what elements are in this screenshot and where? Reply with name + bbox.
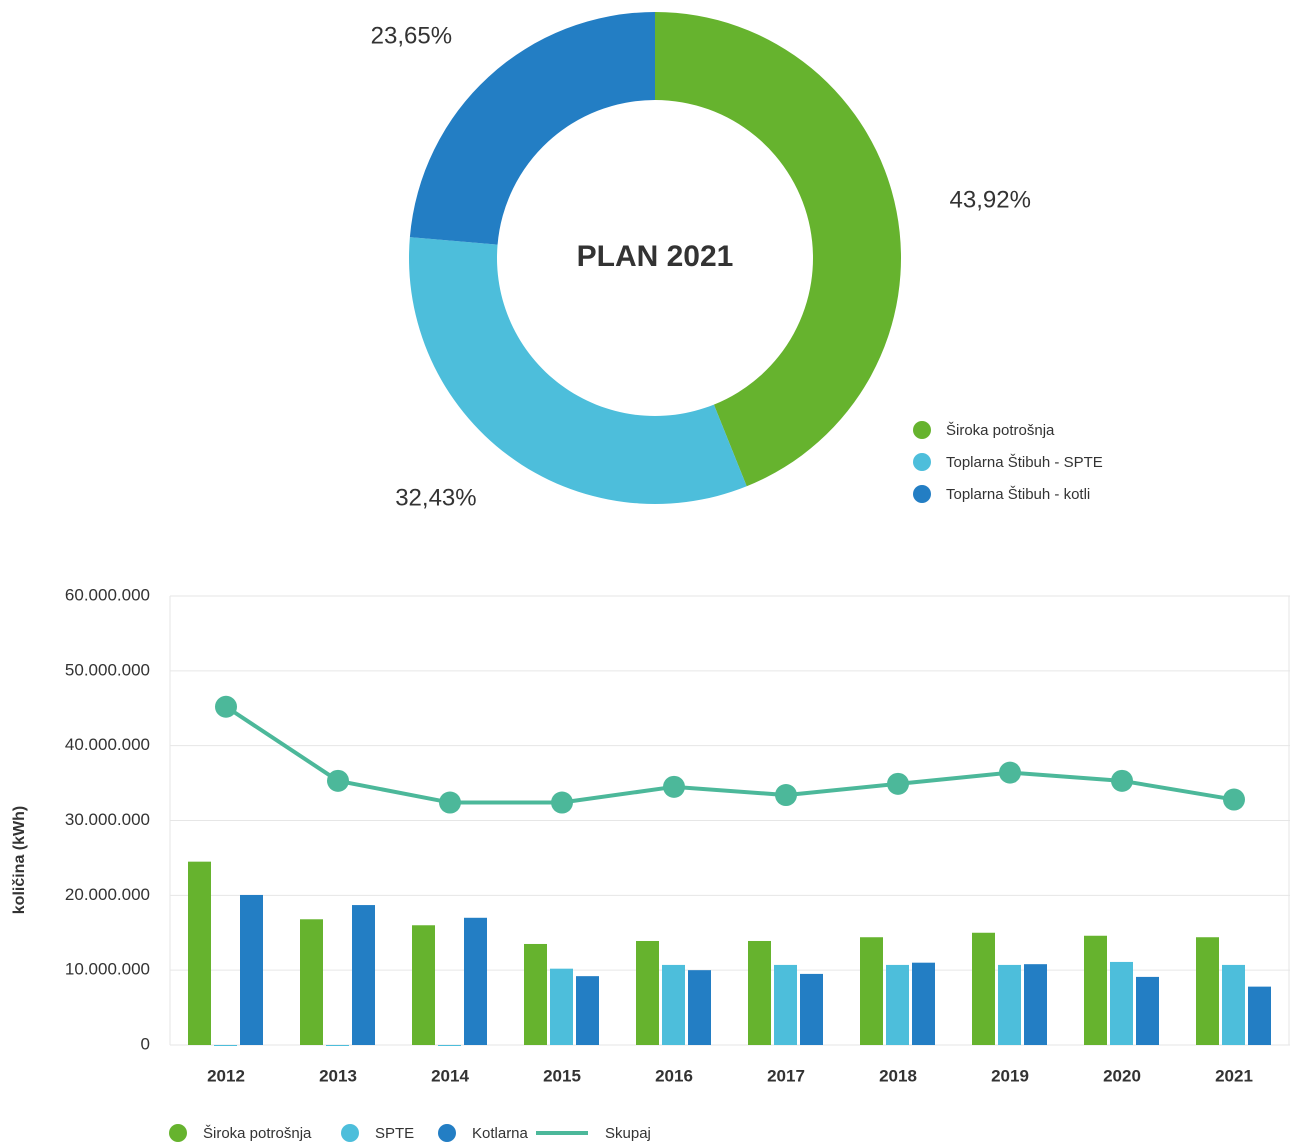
bar [800,973,823,1045]
bar [1024,964,1047,1045]
bar [688,970,711,1045]
legend-marker [169,1124,187,1142]
bar [1110,961,1133,1045]
x-tick-label: 2021 [1215,1066,1253,1085]
legend-label: Skupaj [605,1125,651,1142]
bar [464,917,487,1045]
bar [1084,935,1107,1045]
bar [998,964,1021,1045]
y-tick-label: 40.000.000 [65,735,150,754]
line-point [1111,769,1133,792]
bar [972,932,995,1045]
y-tick-label: 10.000.000 [65,960,150,979]
bar [300,919,323,1045]
line-point [663,775,685,798]
bar [412,925,435,1045]
bar [550,968,573,1045]
x-tick-label: 2012 [207,1066,245,1085]
legend-marker [438,1124,456,1142]
bar [352,905,375,1045]
line-point [999,761,1021,784]
bar [188,861,211,1045]
y-tick-label: 0 [141,1034,150,1053]
bar [774,964,797,1045]
bar [1248,986,1271,1045]
bar [576,976,599,1045]
chart-title: PLAN 2021 [577,240,734,273]
bar [438,1045,461,1046]
bar [860,937,883,1045]
bar [886,964,909,1045]
x-tick-label: 2017 [767,1066,805,1085]
line-point [1223,788,1245,811]
legend-label: SPTE [375,1125,414,1142]
bar [524,943,547,1045]
data-label: 23,65% [371,22,452,49]
x-tick-label: 2014 [431,1066,469,1085]
x-tick-label: 2015 [543,1066,581,1085]
line-point [551,791,573,814]
donut-slice [655,12,902,487]
x-tick-label: 2020 [1103,1066,1141,1085]
data-label: 43,92% [950,186,1031,213]
legend-marker [913,453,931,471]
donut-slice [409,12,655,245]
x-tick-label: 2019 [991,1066,1029,1085]
legend-label: Široka potrošnja [946,422,1055,439]
bar [1222,964,1245,1045]
legend-marker [341,1124,359,1142]
line-point [887,772,909,795]
line-point [215,695,237,718]
line-point [327,769,349,792]
bar [1196,937,1219,1045]
donut-slice [409,237,747,504]
y-tick-label: 60.000.000 [65,585,150,604]
bar [1136,976,1159,1045]
data-label: 32,43% [395,485,476,512]
legend-marker [913,421,931,439]
y-tick-label: 20.000.000 [65,885,150,904]
x-tick-label: 2018 [879,1066,917,1085]
bar [912,962,935,1045]
legend-label: Kotlarna [472,1125,529,1142]
x-tick-label: 2013 [319,1066,357,1085]
legend-label: Široka potrošnja [203,1125,312,1142]
bar [326,1045,349,1046]
legend-marker [913,485,931,503]
x-tick-label: 2016 [655,1066,693,1085]
legend-label: Toplarna Štibuh - SPTE [946,454,1103,471]
line [224,705,1235,805]
y-tick-label: 30.000.000 [65,810,150,829]
line-point [439,791,461,814]
bar [748,940,771,1045]
y-axis-label: količina (kWh) [11,806,28,914]
bar [636,940,659,1045]
bar [240,894,263,1045]
legend-label: Toplarna Štibuh - kotli [946,486,1090,503]
bar [214,1045,237,1046]
bar [662,964,685,1045]
y-tick-label: 50.000.000 [65,660,150,679]
line-point [775,784,797,807]
